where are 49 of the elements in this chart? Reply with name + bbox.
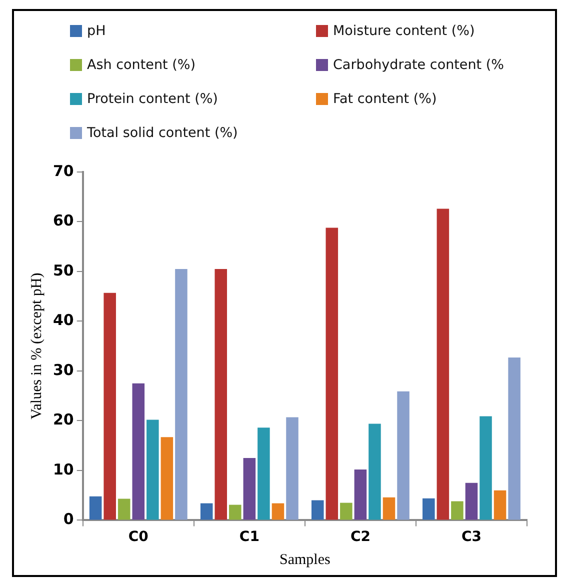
bar	[451, 501, 464, 520]
bar	[465, 482, 478, 520]
bar	[480, 416, 492, 520]
bar	[258, 428, 270, 520]
bar	[436, 208, 450, 520]
bar	[286, 417, 298, 520]
bar	[272, 503, 284, 520]
bar	[494, 490, 506, 520]
legend-label: pH	[87, 23, 106, 39]
y-tick-label: 70	[53, 162, 74, 180]
bar	[229, 504, 242, 520]
bar	[508, 358, 520, 520]
y-tick-label: 60	[53, 212, 74, 230]
bar	[340, 502, 352, 520]
y-tick-label: 50	[53, 261, 74, 280]
x-tick-label: C3	[461, 529, 482, 546]
legend-label: Carbohydrate content (%	[333, 57, 504, 73]
y-tick-label: 10	[53, 460, 74, 478]
x-axis-title: Samples	[280, 552, 331, 568]
y-tick-label: 20	[53, 410, 74, 429]
bar	[243, 458, 256, 520]
bar	[214, 269, 228, 520]
bar	[422, 498, 435, 520]
bar	[368, 424, 381, 520]
bar	[200, 503, 213, 520]
bar	[104, 292, 116, 520]
legend-label: Protein content (%)	[87, 91, 218, 107]
y-tick-label: 0	[63, 510, 74, 528]
bar	[118, 498, 130, 520]
legend-label: Total solid content (%)	[87, 125, 238, 141]
legend-label: Moisture content (%)	[333, 23, 475, 39]
x-tick-label: C0	[128, 529, 149, 546]
bar	[175, 269, 188, 520]
x-tick-label: C1	[239, 529, 260, 546]
bar	[397, 391, 410, 520]
legend-label: Ash content (%)	[87, 57, 196, 73]
bar	[382, 497, 396, 520]
bar	[160, 437, 174, 520]
bar	[132, 383, 145, 520]
y-axis-title: Values in % (except pH)	[28, 272, 45, 420]
y-tick-label: 30	[53, 360, 74, 379]
y-tick-label: 40	[53, 311, 74, 330]
legend-label: Fat content (%)	[333, 91, 437, 107]
bar	[89, 496, 102, 520]
x-tick-label: C2	[350, 529, 370, 546]
bar	[326, 228, 338, 520]
bar	[311, 500, 324, 520]
bar	[146, 420, 159, 520]
bar	[354, 469, 367, 520]
